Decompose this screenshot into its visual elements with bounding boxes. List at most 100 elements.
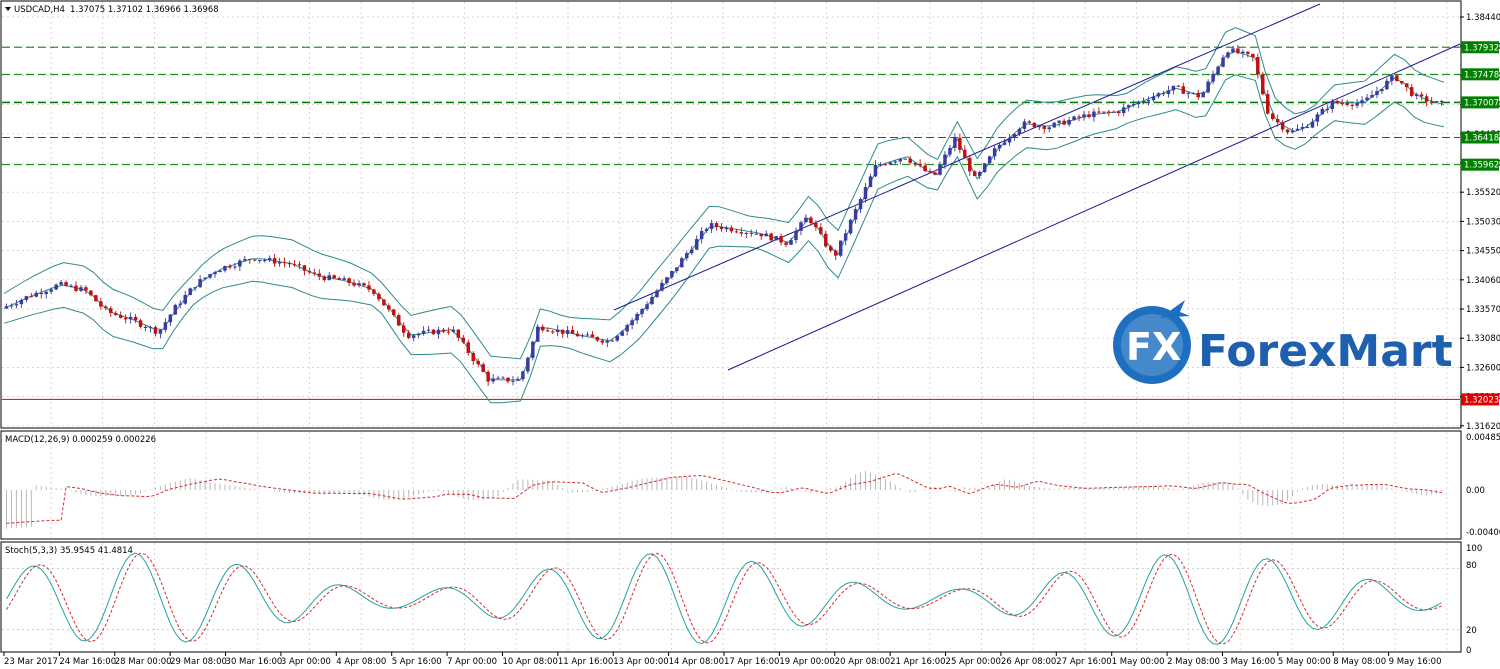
candle-body [858,199,863,210]
candle-body [1196,92,1200,98]
level-tag-label: 1.36418 [1464,133,1499,143]
candle-body [1340,103,1344,105]
candle-body [446,331,451,333]
price-tick-label: 1.35520 [1466,188,1500,198]
collapse-arrow-icon[interactable] [5,7,11,11]
channel-lower [727,43,1461,371]
time-label: 25 Apr 00:00 [946,657,1001,667]
candle-body [14,304,19,306]
candle-body [1236,48,1240,54]
candle-body [1022,121,1027,129]
candle-body [1246,51,1250,54]
candle-body [352,282,356,286]
time-label: 3 May 16:00 [1222,657,1275,667]
candle-body [824,233,828,247]
level-tag-label: 1.37007 [1464,98,1499,108]
time-label: 13 Apr 00:00 [613,657,668,667]
regression-channel [613,3,1461,371]
candle-body [228,266,232,268]
candle-body [1429,101,1434,103]
candle-body [645,304,649,310]
candle-body [565,330,570,334]
candle-body [39,292,43,295]
candle-body [1017,128,1022,135]
candle-body [64,282,68,286]
time-label: 20 Apr 08:00 [835,657,890,667]
time-label: 26 Apr 08:00 [1001,657,1056,667]
stoch-panel[interactable] [0,541,1462,653]
time-label: 27 Apr 16:00 [1056,657,1111,667]
candle-body [143,326,148,328]
candle-body [19,299,24,305]
candle-body [476,361,480,365]
level-tags: 1.37932 1.37478 1.37007 1.36418 1.35962 1.320… [1461,41,1499,406]
candle-body [322,276,327,280]
candle-body [1231,48,1235,53]
candle-body [784,242,788,245]
candle-body [630,320,634,326]
candle-body [1290,130,1295,133]
candle-body [689,249,694,254]
lower-band [3,74,1445,404]
candle-body [704,228,709,232]
stoch-tick-label: 0 [1466,646,1471,656]
candle-body [516,379,520,381]
candle-body [913,162,917,164]
macd-signal-line [6,473,1442,524]
candle-body [724,227,729,230]
candle-body [685,253,689,259]
candle-body [1141,100,1146,102]
candle-body [680,258,684,268]
candle-body [1350,104,1354,106]
level-tag-label: 1.37932 [1464,43,1499,53]
candle-body [1156,93,1161,97]
candle-body [982,163,987,172]
candle-body [1280,122,1285,130]
candle-body [337,278,341,280]
candle-body [501,377,505,379]
candle-body [272,258,277,264]
level-tag [1461,158,1499,171]
candle-body [819,227,823,234]
candle-body [973,171,977,176]
candle-body [233,266,237,268]
candle-body [218,270,222,273]
candle-body [833,250,838,256]
time-label: 8 May 08:00 [1333,657,1386,667]
candle-body [1221,57,1225,67]
candle-body [1261,74,1265,95]
candle-body [257,260,262,262]
candle-body [893,161,898,163]
candle-body [1275,119,1280,123]
candle-body [248,259,252,261]
candle-body [625,325,629,332]
price-tick-label: 1.38440 [1466,13,1500,23]
candle-body [541,326,545,331]
candle-body [491,378,495,382]
price-tick-label: 1.31620 [1466,422,1500,432]
candle-body [89,290,93,296]
candle-body [1007,137,1012,143]
time-label: 30 Mar 16:00 [226,657,283,667]
candle-body [392,309,396,316]
candle-body [560,329,565,334]
logo-text: ForexMart [1198,326,1453,377]
candle-body [968,157,972,172]
upper-band [3,27,1445,360]
candle-body [158,329,163,334]
candle-body [1146,100,1151,102]
candle-body [1067,120,1071,125]
forexmart-logo: FX ForexMart [1113,300,1453,384]
macd-tick-label: 0.004858 [1466,433,1500,443]
time-label: 28 Mar 00:00 [115,657,172,667]
candle-body [29,296,34,298]
candle-body [744,232,749,234]
candle-body [267,258,272,261]
price-tick-label: 1.32600 [1466,363,1500,373]
candle-body [178,303,183,305]
candle-body [1057,120,1061,123]
candle-body [1136,101,1141,105]
time-label: 9 May 16:00 [1389,657,1442,667]
candle-body [948,147,952,155]
